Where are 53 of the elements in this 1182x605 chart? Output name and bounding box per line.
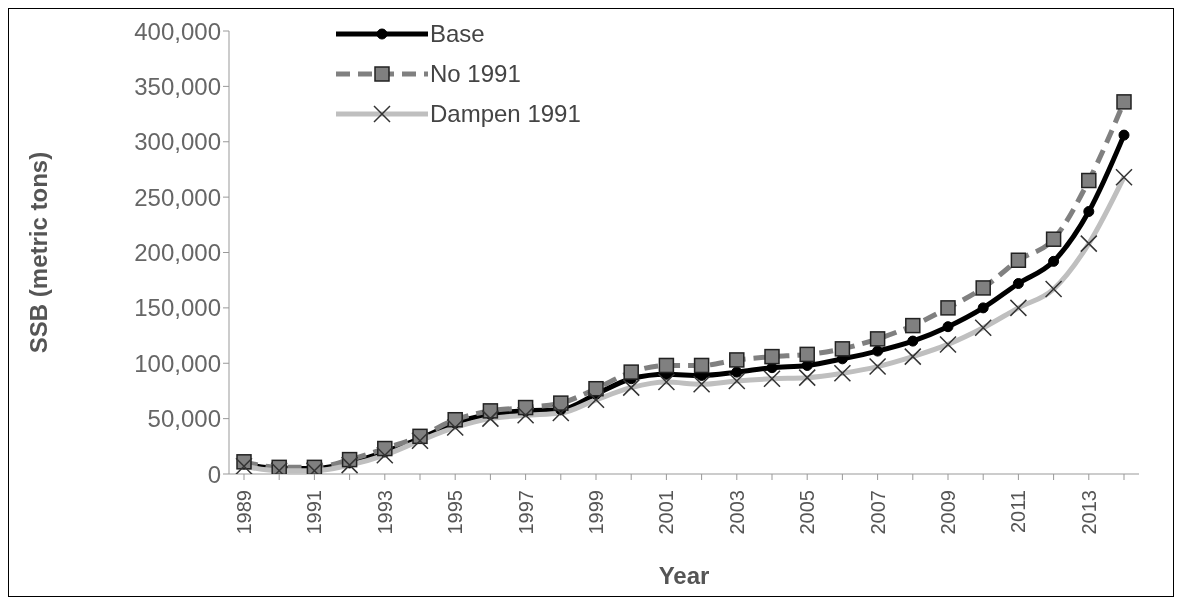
legend-label: No 1991 xyxy=(430,60,521,88)
legend-label: Dampen 1991 xyxy=(430,100,581,128)
point xyxy=(729,352,745,368)
legend-label: Base xyxy=(430,20,485,48)
point xyxy=(907,335,919,347)
x-tick-label: 2013 xyxy=(1077,490,1100,535)
point xyxy=(1116,94,1132,110)
y-axis-title: SSB (metric tons) xyxy=(25,151,52,354)
x-tick-label: 2009 xyxy=(937,490,959,535)
point xyxy=(1081,172,1097,189)
point xyxy=(975,280,991,296)
point xyxy=(693,357,710,374)
y-tick-label: 150,000 xyxy=(134,294,221,322)
point xyxy=(1118,129,1130,141)
point xyxy=(942,321,954,333)
x-tick-label: 1989 xyxy=(233,490,255,535)
x-axis-title: Year xyxy=(658,562,710,589)
point xyxy=(977,302,989,314)
point xyxy=(872,345,884,357)
x-tick-label: 1993 xyxy=(373,490,396,535)
x-tick-label: 1995 xyxy=(444,490,467,535)
point xyxy=(658,357,675,374)
point xyxy=(834,341,851,357)
x-tick-label: 2003 xyxy=(725,490,748,535)
point xyxy=(1045,231,1062,247)
point xyxy=(1010,252,1027,268)
point xyxy=(623,364,639,380)
x-tick-label: 2007 xyxy=(866,490,889,535)
x-tick-label: 2005 xyxy=(796,490,819,535)
y-tick-label: 350,000 xyxy=(134,72,221,100)
point xyxy=(869,331,886,347)
y-tick-label: 400,000 xyxy=(134,17,221,45)
x-tick-label: 2011 xyxy=(1007,490,1030,534)
y-tick-label: 0 xyxy=(207,460,221,488)
point xyxy=(799,346,815,363)
point xyxy=(940,300,956,316)
point xyxy=(1083,206,1095,218)
point xyxy=(731,366,743,378)
point xyxy=(1012,278,1024,290)
y-tick-label: 300,000 xyxy=(134,128,221,156)
x-tick-label: 1999 xyxy=(585,490,607,535)
point xyxy=(588,380,604,397)
y-tick-label: 50,000 xyxy=(147,405,221,433)
x-tick-label: 1991 xyxy=(303,490,326,535)
point xyxy=(764,348,780,365)
point xyxy=(905,317,921,334)
y-tick-label: 200,000 xyxy=(134,239,221,267)
y-tick-label: 100,000 xyxy=(134,349,221,377)
point xyxy=(553,395,569,411)
y-tick-label: 250,000 xyxy=(134,183,221,211)
point xyxy=(1048,255,1060,267)
x-tick-label: 2001 xyxy=(655,490,678,535)
x-tick-label: 1997 xyxy=(514,490,537,535)
